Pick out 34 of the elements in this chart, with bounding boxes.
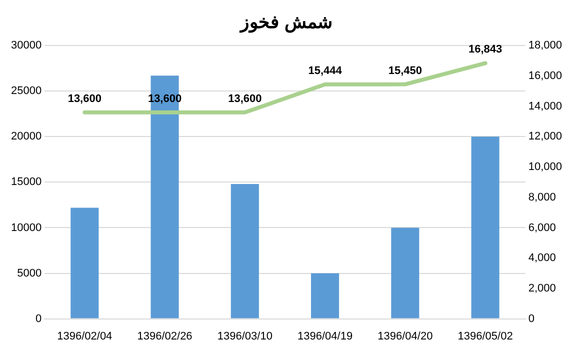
bar [391,228,420,318]
x-tick-label: 1396/02/04 [57,330,112,342]
y-tick-label: 0 [35,312,42,325]
data-label: 16,843 [468,44,502,56]
x-tick-label: 1396/02/26 [137,330,192,342]
x-tick-label: 1396/03/10 [217,330,272,342]
x-tick-label: 1396/04/19 [298,330,353,342]
y2-tick-label: 2,000 [528,282,556,294]
bar [311,273,340,318]
data-label: 15,450 [388,64,422,77]
bar [471,136,500,318]
y2-tick-label: 6,000 [528,222,556,234]
data-label: 13,600 [68,92,102,105]
bar [70,208,99,318]
y2-tick-label: 16,000 [528,70,562,82]
x-tick-label: 1396/05/02 [458,330,513,342]
y-tick-label: 20000 [10,130,42,143]
y-tick-label: 30000 [10,40,42,52]
data-label: 13,600 [228,92,262,105]
y2-tick-label: 12,000 [528,130,562,143]
y-tick-label: 25000 [10,85,42,98]
y-tick-label: 15000 [10,176,42,188]
bar [230,184,259,318]
y2-tick-label: 10,000 [528,161,562,174]
y-tick-label: 5000 [17,267,42,280]
y2-tick-label: 8,000 [528,191,556,204]
data-label: 15,444 [308,64,343,77]
y2-tick-label: 18,000 [528,40,562,52]
y-tick-label: 10000 [10,222,42,234]
y2-tick-label: 0 [528,312,534,325]
chart-title: شمش فخوز [238,12,333,33]
x-tick-label: 1396/04/20 [378,330,433,342]
y2-tick-label: 14,000 [528,100,562,112]
y2-tick-label: 4,000 [528,252,556,264]
